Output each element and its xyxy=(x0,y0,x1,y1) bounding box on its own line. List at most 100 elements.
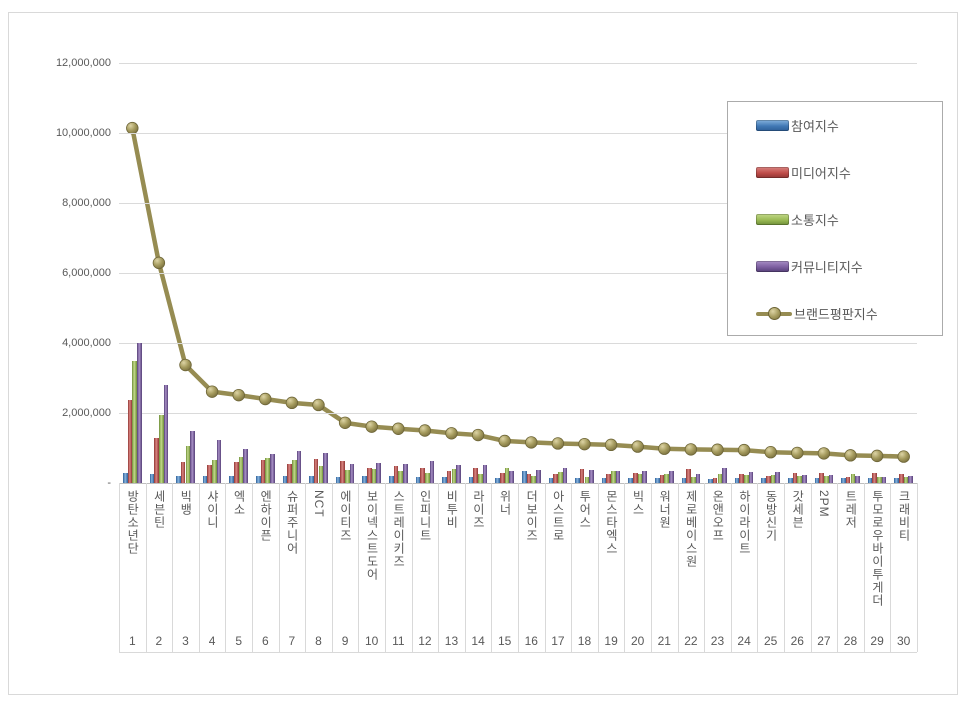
bar-커뮤니티지수 xyxy=(669,471,674,483)
bar-커뮤니티지수 xyxy=(908,475,914,483)
bar-소통지수 xyxy=(770,474,776,483)
bar-참여지수 xyxy=(734,478,740,483)
bar-소통지수 xyxy=(744,474,749,483)
brand-index-marker xyxy=(551,437,565,450)
category-rank: 9 xyxy=(341,634,349,648)
bar-소통지수 xyxy=(158,415,164,483)
brand-index-marker xyxy=(471,428,485,442)
category-label: 빅스 xyxy=(630,490,645,516)
bar-참여지수 xyxy=(335,476,341,483)
bar-참여지수 xyxy=(229,476,234,483)
bar-미디어지수 xyxy=(766,476,771,483)
bar-참여지수 xyxy=(362,476,367,483)
bar-미디어지수 xyxy=(313,459,319,483)
bar-참여지수 xyxy=(309,476,314,483)
bar-소통지수 xyxy=(877,477,882,483)
category-rank: 1 xyxy=(128,634,136,648)
bar-참여지수 xyxy=(761,477,766,483)
bar-커뮤니티지수 xyxy=(482,464,488,483)
y-tick-label: 12,000,000 xyxy=(55,57,111,69)
brand-index-marker xyxy=(365,420,378,433)
legend-label: 미디어지수 xyxy=(791,166,851,181)
category-separator xyxy=(385,483,386,652)
bar-미디어지수 xyxy=(154,437,159,483)
bar-미디어지수 xyxy=(686,469,691,483)
gridline xyxy=(119,413,917,414)
category-separator xyxy=(677,483,679,652)
category-separator xyxy=(252,483,253,652)
category-rank: 18 xyxy=(577,634,592,648)
legend-label: 브랜드평판지수 xyxy=(794,307,878,322)
category-label: 온앤오프 xyxy=(710,490,725,542)
bar-미디어지수 xyxy=(819,473,824,483)
bar-참여지수 xyxy=(867,478,873,483)
bar-미디어지수 xyxy=(872,472,878,483)
legend-item-community-index: 커뮤니티지수 xyxy=(728,243,942,290)
bar-소통지수 xyxy=(478,474,483,483)
bar-미디어지수 xyxy=(712,477,718,483)
category-label: 제로베이스원 xyxy=(684,490,699,568)
bar-소통지수 xyxy=(424,473,430,483)
y-tick-label: 2,000,000 xyxy=(62,407,111,419)
category-label: 트레저 xyxy=(843,490,858,529)
bar-참여지수 xyxy=(495,477,500,483)
category-rank: 15 xyxy=(498,634,512,648)
y-tick-label: 10,000,000 xyxy=(55,127,111,139)
bar-커뮤니티지수 xyxy=(748,472,754,483)
bar-참여지수 xyxy=(122,472,128,483)
category-label: 하이라이트 xyxy=(737,490,752,555)
category-rank: 14 xyxy=(471,634,485,648)
category-separator xyxy=(518,483,519,652)
category-separator xyxy=(624,483,626,652)
bar-소통지수 xyxy=(690,477,696,483)
category-rank: 7 xyxy=(288,634,296,648)
category-label: 슈퍼주니어 xyxy=(285,490,300,555)
category-separator xyxy=(358,483,360,652)
category-rank: 5 xyxy=(235,634,243,648)
bar-미디어지수 xyxy=(367,467,372,483)
category-separator xyxy=(571,483,573,652)
category-rank: 12 xyxy=(418,634,432,648)
bar-참여지수 xyxy=(255,475,261,483)
bar-소통지수 xyxy=(637,473,643,483)
legend-item-media-index: 미디어지수 xyxy=(728,149,942,196)
bar-미디어지수 xyxy=(127,400,133,483)
brand-index-marker xyxy=(578,437,591,451)
bar-미디어지수 xyxy=(473,467,479,483)
category-label: 라이즈 xyxy=(471,490,486,529)
category-rank: 27 xyxy=(817,634,831,648)
category-separator xyxy=(863,483,865,652)
bar-참여지수 xyxy=(681,477,687,483)
category-label: 크래비티 xyxy=(896,490,911,542)
bar-미디어지수 xyxy=(500,473,505,483)
gridline xyxy=(119,63,917,64)
category-separator xyxy=(730,483,732,652)
bar-커뮤니티지수 xyxy=(881,476,887,483)
brand-index-marker xyxy=(604,438,618,452)
bar-미디어지수 xyxy=(393,466,399,483)
category-rank: 19 xyxy=(604,634,618,648)
brand-index-marker xyxy=(817,447,831,460)
legend-label: 참여지수 xyxy=(791,119,839,134)
bar-참여지수 xyxy=(202,476,208,483)
bar-미디어지수 xyxy=(553,474,558,483)
bar-참여지수 xyxy=(654,478,660,483)
bar-소통지수 xyxy=(345,470,350,483)
bar-커뮤니티지수 xyxy=(722,468,727,483)
bar-소통지수 xyxy=(903,476,909,483)
category-separator xyxy=(464,483,466,652)
category-label: 세븐틴 xyxy=(152,490,167,529)
brand-index-marker xyxy=(844,449,857,462)
brand-index-marker xyxy=(525,436,538,449)
bar-소통지수 xyxy=(611,471,616,483)
category-separator xyxy=(119,483,120,652)
bar-미디어지수 xyxy=(340,461,346,483)
category-rank: 17 xyxy=(551,634,565,648)
chart-frame: 12,000,000 10,000,000 8,000,000 6,000,000 4,… xyxy=(8,12,958,695)
category-label: 비투비 xyxy=(444,490,459,529)
category-rank: 29 xyxy=(870,634,884,648)
bar-미디어지수 xyxy=(579,468,585,483)
category-label: 더보이즈 xyxy=(524,490,539,542)
legend-item-brand-reputation-index: 브랜드평판지수 xyxy=(728,290,942,337)
bar-소통지수 xyxy=(531,475,536,483)
